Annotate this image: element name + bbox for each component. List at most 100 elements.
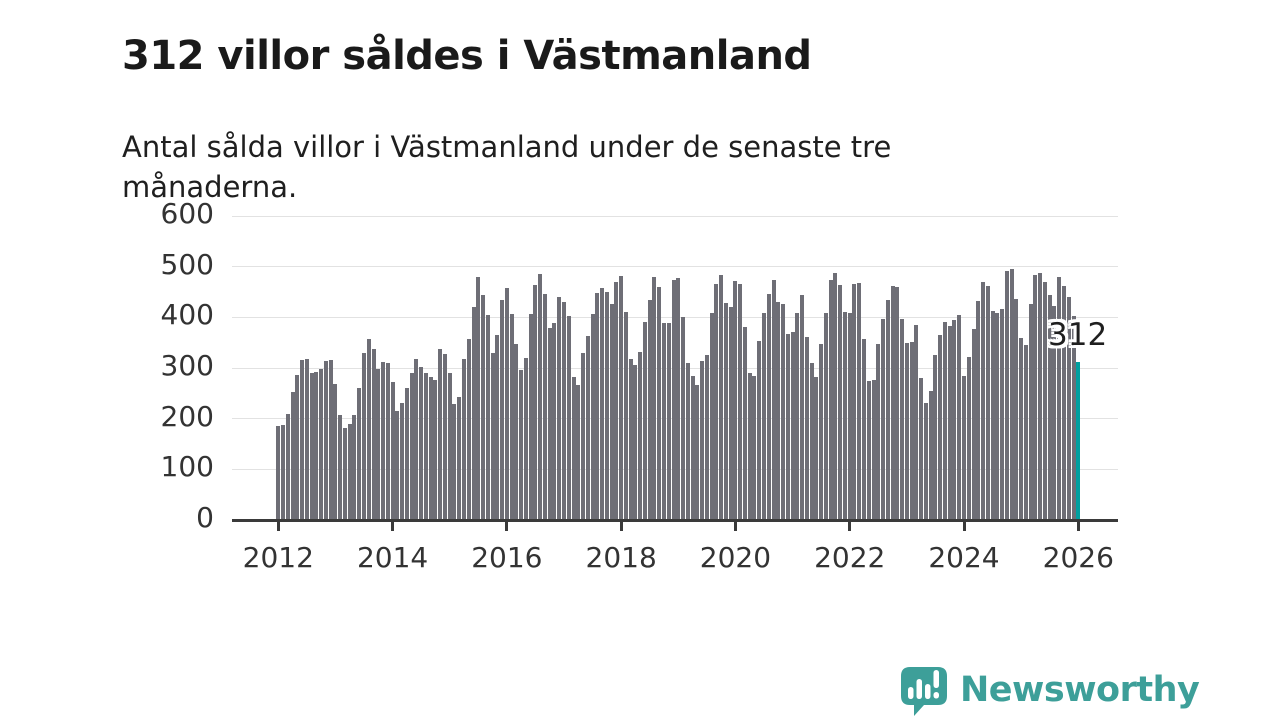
bar (381, 361, 386, 520)
bar (585, 335, 590, 520)
bar (662, 323, 666, 520)
x-axis-tick (276, 521, 280, 531)
bar (776, 302, 781, 520)
bar (476, 277, 481, 520)
bar (871, 379, 876, 520)
bar (300, 360, 305, 520)
bar (523, 358, 528, 520)
bar (419, 367, 424, 520)
bar (690, 376, 695, 520)
bar (366, 338, 371, 520)
x-axis-label: 2018 (585, 541, 657, 574)
bar (976, 301, 981, 520)
y-axis-label: 200 (160, 399, 214, 433)
bar (452, 404, 457, 520)
bar (566, 315, 571, 520)
bar (495, 334, 500, 520)
bar (700, 361, 705, 520)
bar (1071, 316, 1076, 520)
bar (733, 280, 738, 520)
bar (647, 300, 652, 520)
y-axis-label: 100 (160, 450, 214, 484)
bar (1004, 270, 1009, 520)
bar (390, 382, 395, 520)
bar (438, 348, 443, 520)
bar (395, 411, 400, 520)
bar (352, 414, 357, 520)
bar (966, 356, 971, 520)
bar (676, 278, 681, 520)
bar (857, 283, 862, 520)
newsworthy-logo: Newsworthy (898, 664, 1200, 716)
bar (290, 392, 295, 520)
bar (852, 284, 857, 520)
bar (895, 287, 900, 520)
bar (447, 373, 452, 520)
bar (990, 310, 995, 520)
bar (666, 323, 671, 520)
bar (409, 372, 414, 520)
bar (985, 286, 990, 520)
bar (766, 294, 771, 520)
bar (633, 365, 638, 520)
bar (828, 279, 833, 520)
bar (695, 384, 700, 520)
bar (842, 311, 847, 520)
bar (933, 354, 938, 520)
bar (485, 315, 490, 520)
bar (795, 312, 800, 520)
x-axis-tick (391, 521, 395, 531)
bar (347, 423, 352, 520)
bar (876, 344, 881, 520)
bar (552, 322, 557, 520)
bar (547, 328, 552, 520)
bar (728, 306, 733, 520)
bar (642, 321, 647, 520)
bar (919, 378, 924, 520)
bar (847, 313, 852, 520)
bar (471, 306, 476, 520)
bar (704, 355, 709, 520)
bar (971, 329, 976, 520)
x-axis-line (232, 518, 1118, 522)
bar (433, 380, 438, 520)
bar (1023, 345, 1028, 520)
bar (995, 312, 1000, 520)
bar (628, 358, 633, 520)
bar (1057, 277, 1062, 520)
bar (904, 342, 909, 520)
bar (276, 426, 281, 520)
bar (881, 318, 886, 520)
bar (962, 375, 966, 520)
bar (581, 353, 586, 520)
bar (723, 302, 728, 520)
bar (771, 279, 776, 520)
bar (309, 373, 314, 520)
x-axis-tick (619, 521, 623, 531)
highlight-bar (1076, 361, 1081, 520)
bar (500, 300, 505, 520)
bar (800, 295, 805, 520)
page-title: 312 villor såldes i Västmanland (122, 32, 812, 79)
bar (909, 342, 914, 520)
bar (938, 334, 943, 520)
bar (557, 296, 562, 520)
x-axis-label: 2022 (814, 541, 886, 574)
bar (866, 381, 871, 520)
y-axis-label: 600 (160, 197, 214, 230)
bar (638, 352, 643, 520)
bar (762, 313, 766, 520)
bar (738, 284, 743, 520)
bar (947, 325, 952, 520)
bar (747, 373, 752, 520)
bar (900, 318, 905, 520)
bar (357, 388, 362, 520)
bar (385, 363, 390, 520)
bar (752, 376, 757, 520)
bar (714, 284, 719, 520)
bar (314, 372, 319, 520)
bar (1000, 308, 1005, 520)
bar (528, 313, 533, 520)
bar (304, 358, 309, 520)
